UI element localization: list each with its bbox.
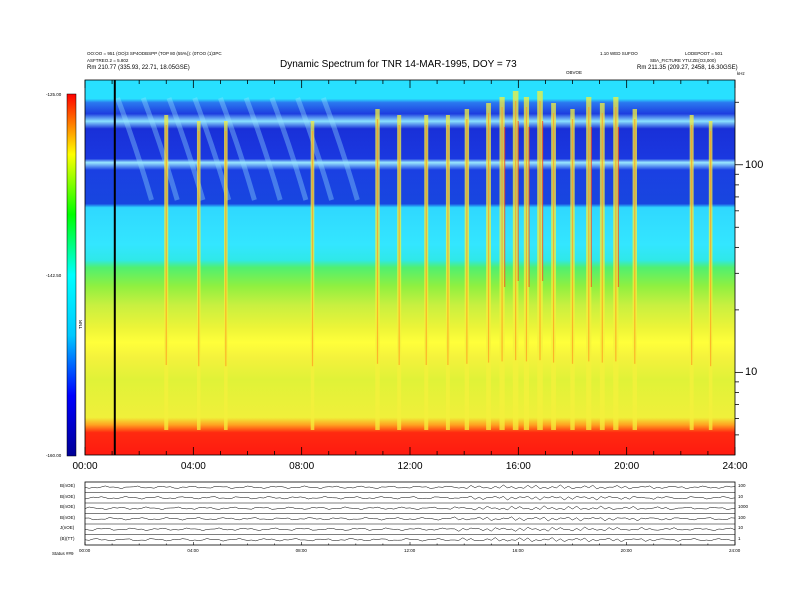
colorbar-label-mid: -142.50 [46,273,62,278]
aux-trace [84,516,736,522]
x-tick-label: 20:00 [614,461,640,472]
x-tick-label: 12:00 [397,461,423,472]
colorbar-label-bottom: -160.00 [46,453,62,458]
header-left-line-1: OO:OO = 951 (OO)3 SP4ODBSPP (TOP 80 (55%… [87,51,222,56]
aux-x-tick-label: 12:00 [404,548,416,553]
y-tick-label: 10 [745,366,758,379]
aux-left-label: B(nOE) [60,483,76,488]
aux-footer-label: Status ##9 [52,551,74,556]
spectrogram-background [85,80,735,455]
corner-note: kHz [737,71,745,76]
burst-streak [586,97,592,430]
burst-streak [708,121,713,430]
y-tick-label: 100 [745,158,764,171]
burst-streak [310,121,315,430]
burst-streak [689,115,694,430]
header-left-line-3: Rm 210.77 (335.93, 22.71, 18.05GSE) [87,65,190,71]
x-tick-label: 16:00 [505,461,531,472]
x-tick-label: 04:00 [180,461,206,472]
aux-left-label: B(nOE) [60,514,76,520]
aux-left-label: B(nOE) [60,504,76,509]
aux-right-label: 100 [738,483,746,488]
colorbar-gradient [67,94,76,456]
burst-streak [464,109,470,430]
aux-trace [84,537,736,543]
aux-x-tick-label: 24:00 [729,548,741,553]
burst-streak [224,121,228,430]
burst-streak [486,103,491,430]
aux-left-label: B(nOE) [60,493,76,499]
aux-right-label: 1 [738,535,741,541]
aux-trace [84,484,736,490]
title-text: Dynamic Spectrum for TNR 14-MAR-1995, DO… [280,59,517,70]
burst-streak [551,103,556,430]
header-right-line-1: 1.10 WED SUFOO [600,51,638,56]
aux-x-tick-label: 04:00 [187,548,199,553]
colorbar-frame [66,93,77,457]
x-tick-label: 24:00 [722,461,748,472]
aux-right-label: 10 [738,493,744,499]
aux-trace [84,526,736,532]
aux-right-label: 1000 [738,504,749,509]
colorbar-label-top: -125.00 [46,92,62,97]
header-right-marker: OBVOE [566,70,583,75]
header-right-line-3: SBA_FICTURE YTU:ZE(O3,000) [650,58,716,63]
burst-streak [424,115,429,430]
x-tick-label: 00:00 [72,461,98,472]
x-tick-label: 08:00 [289,461,315,472]
burst-streak [512,91,519,430]
burst-streak [397,115,402,430]
burst-streak [445,115,450,430]
aux-x-tick-label: 20:00 [620,548,632,553]
header-right-line-2: LODEPOOT = 501 [685,51,723,56]
aux-trace [84,495,736,501]
burst-streak [499,97,506,430]
axis-ticks [84,80,743,455]
burst-streak [537,91,544,430]
aux-right-label: 10 [738,525,744,530]
burst-streak [599,103,605,430]
aux-right-label: 100 [738,514,746,520]
aux-left-label: J(nOE) [60,525,75,530]
burst-streak [196,121,201,430]
burst-streak [375,109,380,430]
burst-streak [570,109,575,430]
aux-left-label: (B)(TT) [60,535,75,541]
burst-streak [523,97,530,430]
burst-streak [613,97,620,430]
aux-x-tick-label: 16:00 [512,548,524,553]
aux-x-tick-label: 00:00 [79,548,91,553]
aux-trace [84,505,736,511]
header-left-line-2: ASFTREO.2 = 5.802 [87,58,129,63]
aux-x-tick-label: 08:00 [295,548,307,553]
header-right-line-4: Rm 211.35 (209.27, 2458, 16.30GSE) [637,65,738,71]
burst-streak [164,115,169,430]
burst-streak [632,109,637,430]
